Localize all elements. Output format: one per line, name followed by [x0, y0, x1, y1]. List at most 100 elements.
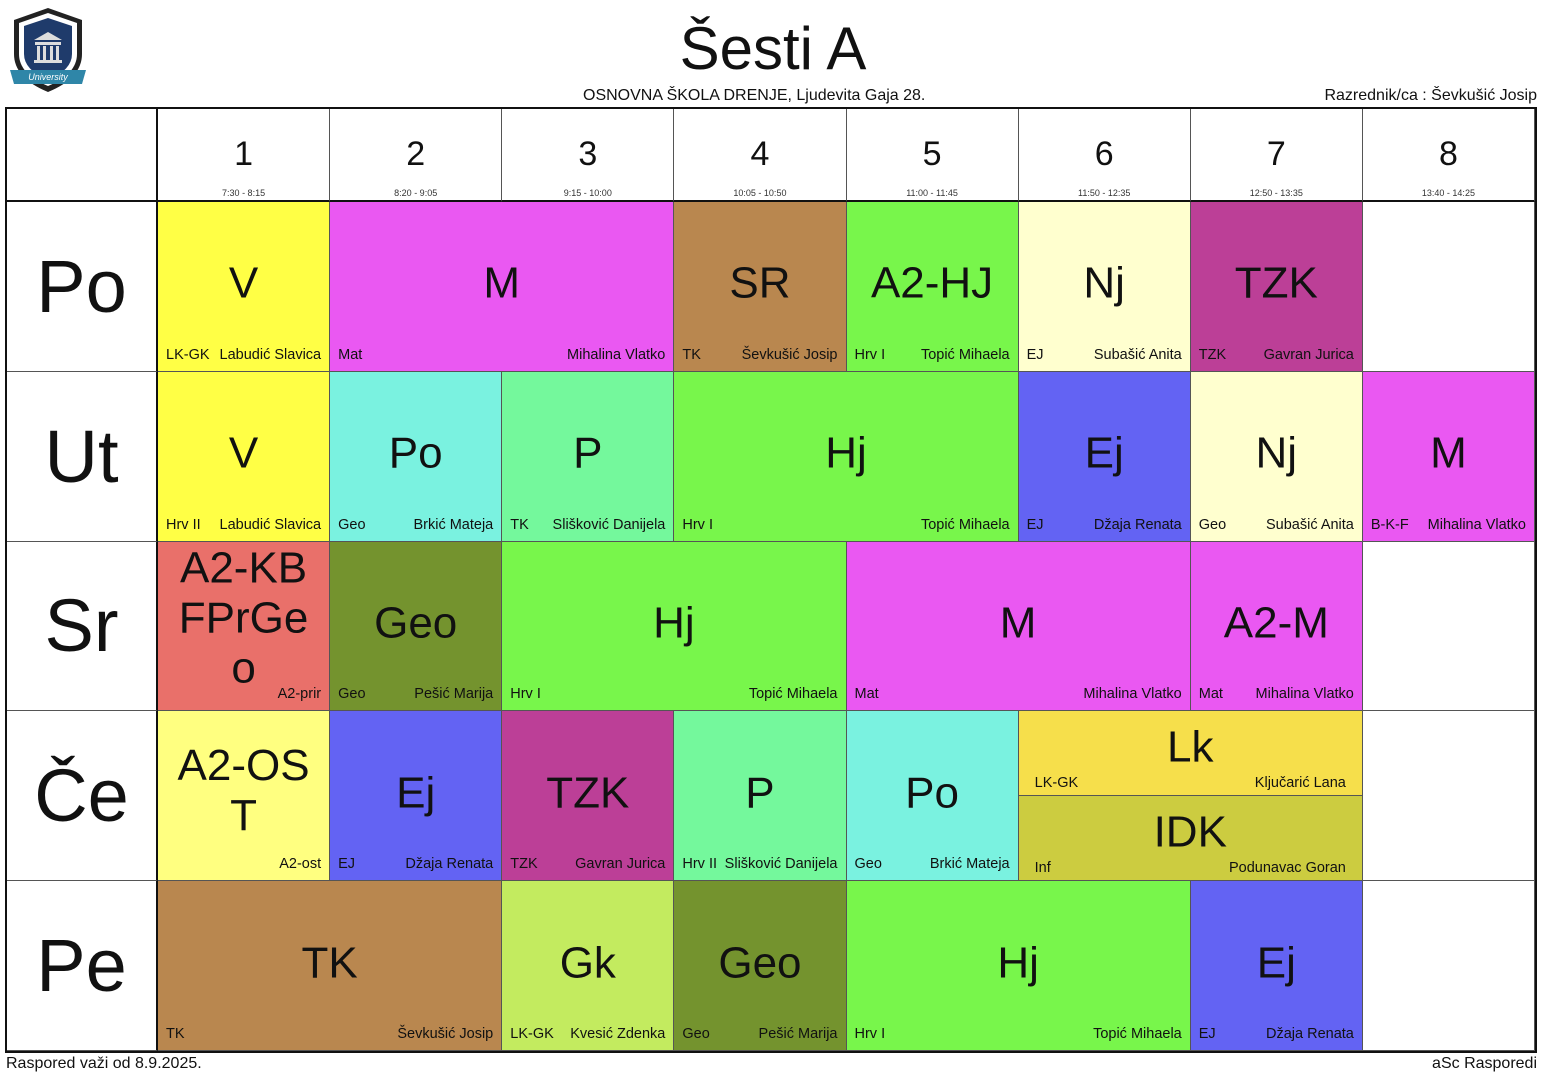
lesson-cell[interactable]: Ej EJ Džaja Renata [1018, 371, 1191, 542]
lesson-cell[interactable]: Nj Geo Subašić Anita [1190, 371, 1363, 542]
lesson-group: Mat [854, 686, 879, 703]
lesson-subject: Nj [1083, 258, 1125, 308]
lesson-cell[interactable]: Gk LK-GK Kvesić Zdenka [502, 881, 675, 1051]
lesson-cell[interactable]: Geo Geo Pešić Marija [674, 881, 847, 1051]
lesson-subject: Nj [1255, 428, 1298, 478]
lesson-subject: Geo [718, 938, 802, 988]
lesson-cell[interactable]: A2-KBFPrGeo A2-prir [158, 541, 331, 712]
period-header: 2 8:20 - 9:05 [330, 109, 503, 202]
generator-credit: aSc Rasporedi [1432, 1055, 1537, 1072]
lesson-cell[interactable]: Geo Geo Pešić Marija [330, 541, 503, 712]
lesson-teacher: Mihalina Vlatko [567, 346, 666, 363]
lesson-cell[interactable]: Ej EJ Džaja Renata [1190, 881, 1363, 1051]
lesson-cell[interactable]: Hj Hrv I Topić Mihaela [846, 881, 1191, 1051]
lesson-group: Hrv II [166, 516, 201, 533]
lesson-subject: A2-OST [177, 740, 310, 840]
lesson-teacher: Subašić Anita [1093, 346, 1182, 363]
lesson-teacher: Mihalina Vlatko [1427, 516, 1526, 533]
lesson-cell[interactable]: M B-K-F Mihalina Vlatko [1362, 371, 1535, 542]
lesson-cell[interactable]: Hj Hrv I Topić Mihaela [674, 371, 1019, 542]
lesson-cell[interactable]: V Hrv II Labudić Slavica [158, 371, 331, 542]
lesson-cell[interactable]: TZK TZK Gavran Jurica [502, 711, 675, 882]
lesson-group: EJ [338, 856, 356, 873]
corner-cell [7, 109, 158, 202]
lesson-subject: M [483, 258, 521, 308]
lesson-cell[interactable]: A2-HJ Hrv I Topić Mihaela [846, 202, 1019, 372]
day-label-3: Če [7, 711, 158, 882]
period-header: 4 10:05 - 10:50 [674, 109, 847, 202]
period-number: 8 [1438, 135, 1458, 173]
lesson-subject: TZK [1234, 258, 1318, 308]
lesson-group: B-K-F [1370, 516, 1409, 533]
day-label-4: Pe [7, 881, 158, 1051]
school-name: OSNOVNA ŠKOLA DRENJE, Ljudevita Gaja 28. [583, 87, 926, 104]
lesson-group: Hrv I [510, 686, 541, 703]
lesson-cell[interactable]: Po Geo Brkić Mateja [846, 711, 1019, 882]
lesson-cell[interactable]: SR TK Ševkušić Josip [674, 202, 847, 372]
svg-text:University: University [28, 72, 68, 82]
lesson-cell[interactable]: Ej EJ Džaja Renata [330, 711, 503, 882]
valid-from: Raspored važi od 8.9.2025. [6, 1055, 202, 1072]
page-title: Šesti A [679, 15, 867, 82]
empty-slot [1362, 202, 1535, 372]
lesson-group: Geo [854, 856, 882, 873]
period-header: 1 7:30 - 8:15 [158, 109, 331, 202]
lesson-teacher: Labudić Slavica [219, 516, 322, 533]
lesson-cell[interactable]: Po Geo Brkić Mateja [330, 371, 503, 542]
lesson-subject: Ej [1256, 938, 1296, 988]
lesson-teacher: Ključarić Lana [1254, 775, 1346, 792]
lesson-group: LK-GK [166, 346, 210, 363]
lesson-group: LK-GK [1034, 775, 1079, 792]
lesson-subject: A2-M [1223, 598, 1329, 648]
lesson-teacher: A2-prir [277, 686, 322, 703]
lesson-teacher: Topić Mihaela [1093, 1026, 1182, 1042]
day-label-1: Ut [7, 371, 158, 542]
lesson-cell[interactable]: Nj EJ Subašić Anita [1018, 202, 1191, 372]
lesson-teacher: Mihalina Vlatko [1083, 686, 1182, 703]
period-time: 7:30 - 8:15 [222, 188, 266, 198]
period-time: 8:20 - 9:05 [394, 188, 438, 198]
lesson-subject: Ej [1084, 428, 1124, 478]
period-header: 6 11:50 - 12:35 [1018, 109, 1191, 202]
lesson-cell[interactable]: IDK Inf Podunavac Goran [1018, 796, 1363, 882]
lesson-cell[interactable]: TZK TZK Gavran Jurica [1190, 202, 1363, 372]
lesson-group: LK-GK [510, 1026, 554, 1042]
lesson-group: TK [682, 346, 701, 363]
lesson-group: Hrv II [682, 856, 718, 873]
lesson-subject: Hj [825, 428, 867, 478]
lesson-group: Hrv I [854, 1026, 886, 1042]
lesson-group: EJ [1026, 346, 1044, 363]
lesson-cell[interactable]: A2-M Mat Mihalina Vlatko [1190, 541, 1363, 712]
empty-slot [1362, 711, 1535, 882]
period-number: 2 [406, 135, 426, 173]
lesson-cell[interactable]: Hj Hrv I Topić Mihaela [502, 541, 847, 712]
timetable-grid: 1 7:30 - 8:15 2 8:20 - 9:05 3 9:15 - 10:00 4 10… [5, 107, 1537, 1053]
lesson-cell[interactable]: P TK Slišković Danijela [502, 371, 675, 542]
lesson-subject: Gk [559, 938, 616, 988]
lesson-teacher: Mihalina Vlatko [1255, 686, 1354, 703]
lesson-teacher: Kvesić Zdenka [570, 1026, 666, 1042]
lesson-cell[interactable]: M Mat Mihalina Vlatko [330, 202, 675, 372]
lesson-subject: Lk [1167, 722, 1214, 772]
lesson-teacher: Podunavac Goran [1228, 860, 1346, 877]
lesson-teacher: Slišković Danijela [552, 516, 666, 533]
lesson-cell[interactable]: Lk LK-GK Ključarić Lana [1018, 711, 1363, 797]
lesson-group: Geo [1198, 516, 1227, 533]
lesson-teacher: Brkić Mateja [413, 516, 494, 533]
lesson-cell[interactable]: A2-OST A2-ost [158, 711, 331, 882]
lesson-cell[interactable]: P Hrv II Slišković Danijela [674, 711, 847, 882]
lesson-teacher: Džaja Renata [1093, 516, 1182, 533]
lesson-group: Inf [1034, 860, 1051, 877]
lesson-group: EJ [1026, 516, 1044, 533]
period-time: 13:40 - 14:25 [1421, 188, 1475, 198]
lesson-cell[interactable]: M Mat Mihalina Vlatko [846, 541, 1191, 712]
period-time: 12:50 - 13:35 [1249, 188, 1303, 198]
lesson-teacher: Gavran Jurica [1263, 346, 1354, 363]
lesson-cell[interactable]: V LK-GK Labudić Slavica [158, 202, 331, 372]
empty-slot [1362, 881, 1535, 1051]
lesson-subject: A2-HJ [870, 258, 994, 308]
lesson-cell[interactable]: TK TK Ševkušić Josip [158, 881, 503, 1051]
lesson-group: Hrv I [682, 516, 713, 533]
lesson-teacher: Pešić Marija [414, 686, 494, 703]
lesson-group: TK [166, 1026, 185, 1042]
